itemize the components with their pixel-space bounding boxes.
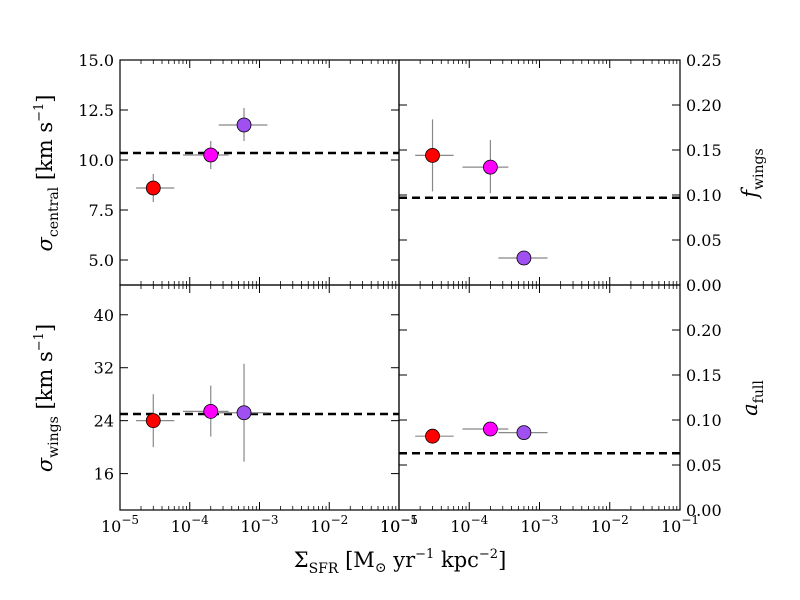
data-point <box>236 405 252 421</box>
ylabel-a-full: afull <box>738 380 767 416</box>
y-tick-label: 12.5 <box>78 101 114 120</box>
y-tick-label: 0.10 <box>686 411 722 430</box>
data-point <box>203 403 219 419</box>
y-tick-label: 0.10 <box>686 186 722 205</box>
ylabel-sigma-central: σcentral [km s−1] <box>32 95 62 252</box>
data-point <box>425 428 440 444</box>
x-tick-label: 10−1 <box>661 513 699 536</box>
data-point <box>236 117 252 133</box>
panel-bottom-right: 0.00 0.05 0.10 0.15 0.20 10−5 10−4 10−3 10−2 10−1 <box>380 284 722 536</box>
y-tick-label: 24 <box>94 412 114 431</box>
y-tick-label: 16 <box>94 465 114 484</box>
y-tick-label: 40 <box>94 306 114 325</box>
axes-frame <box>119 59 400 286</box>
xlabel: ΣSFR [M⊙ yr−1 kpc−2] <box>294 547 507 577</box>
data-point <box>482 421 498 437</box>
y-tick-label: 7.5 <box>89 201 114 220</box>
x-tick-label: 10−2 <box>310 513 348 536</box>
panel-bottom-left: 16 24 32 40 10−5 10−4 10−3 10−2 10−1 <box>94 284 418 536</box>
axes-frame <box>398 59 681 286</box>
data-point <box>482 159 498 175</box>
x-tick-label: 10−5 <box>380 513 418 536</box>
data-point <box>516 425 532 441</box>
x-tick-label: 10−4 <box>450 513 488 536</box>
y-tick-label: 0.05 <box>686 231 722 250</box>
y-tick-label: 10.0 <box>78 151 114 170</box>
x-tick-label: 10−3 <box>520 513 558 536</box>
data-point <box>516 250 532 266</box>
y-tick-label: 0.00 <box>686 501 722 520</box>
data-point <box>145 180 161 196</box>
y-tick-label: 15.0 <box>78 51 114 70</box>
ylabel-f-wings: fwings <box>738 148 767 199</box>
ylabel-sigma-wings: σwings [km s−1] <box>32 324 62 472</box>
y-tick-label: 0.25 <box>686 51 722 70</box>
x-tick-label: 10−5 <box>101 513 139 536</box>
y-tick-label: 0.15 <box>686 141 722 160</box>
x-tick-label: 10−2 <box>591 513 629 536</box>
x-tick-label: 10−3 <box>240 513 278 536</box>
panel-top-left: 5.0 7.5 10.0 12.5 15.0 <box>78 51 400 286</box>
panel-top-right: 0.00 0.05 0.10 0.15 0.20 0.25 <box>398 51 722 295</box>
data-point <box>145 413 161 429</box>
x-tick-label: 10−1 <box>380 513 418 536</box>
y-tick-label: 0.20 <box>686 321 722 340</box>
y-tick-label: 0.15 <box>686 366 722 385</box>
y-tick-label: 0.20 <box>686 96 722 115</box>
y-tick-label: 32 <box>94 359 114 378</box>
y-tick-label: 0.05 <box>686 456 722 475</box>
x-tick-label: 10−4 <box>171 513 209 536</box>
y-tick-label: 0.00 <box>686 276 722 295</box>
y-tick-label: 5.0 <box>89 251 114 270</box>
data-point <box>425 147 440 163</box>
data-point <box>203 147 219 163</box>
axes-frame <box>398 284 681 511</box>
axes-frame <box>119 284 400 511</box>
